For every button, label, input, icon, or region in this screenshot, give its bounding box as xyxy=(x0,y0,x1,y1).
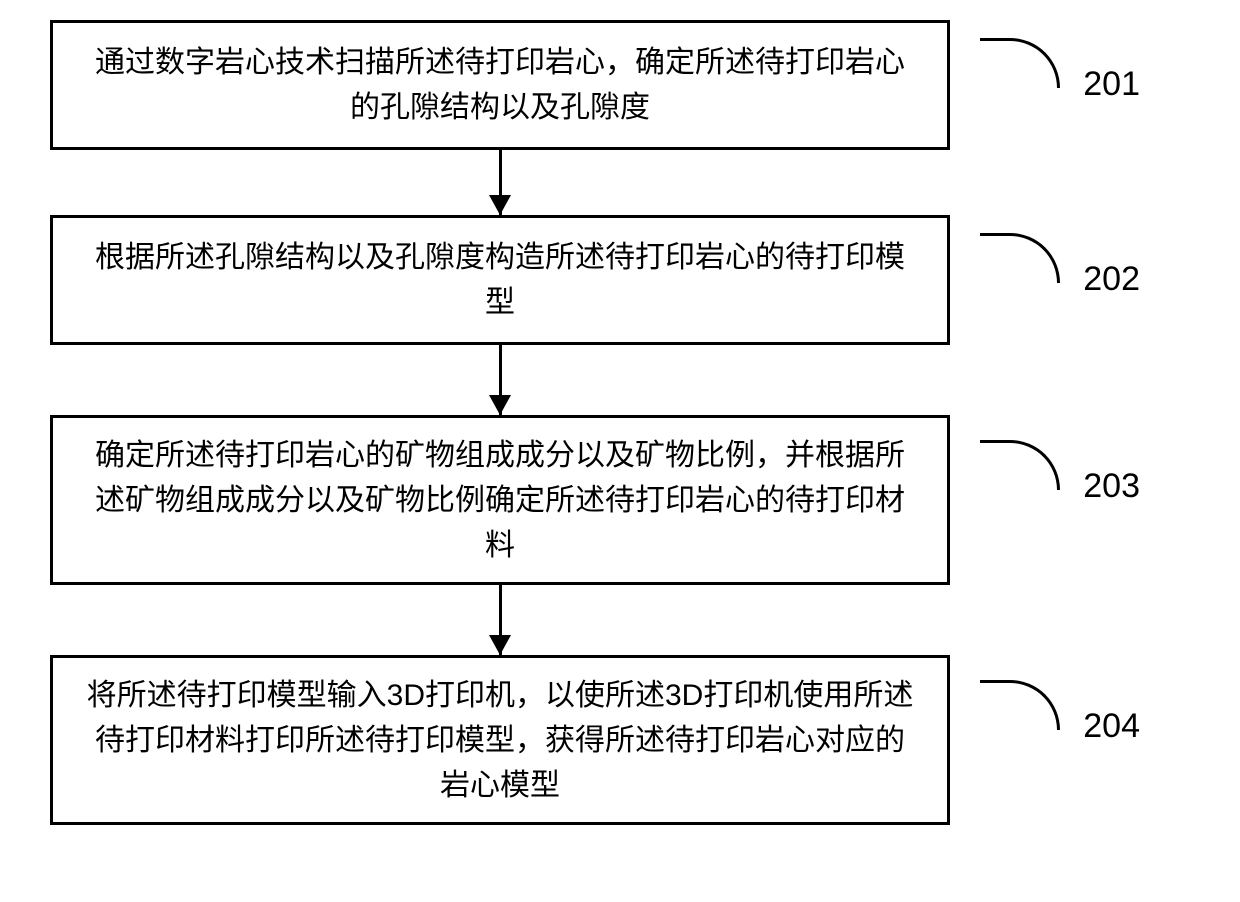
label-connector xyxy=(980,38,1060,88)
flow-node-label: 202 xyxy=(1083,260,1140,299)
flow-node-wrapper: 根据所述孔隙结构以及孔隙度构造所述待打印岩心的待打印模型 202 xyxy=(50,215,1190,345)
flow-node: 确定所述待打印岩心的矿物组成成分以及矿物比例，并根据所述矿物组成成分以及矿物比例… xyxy=(50,415,950,585)
flow-node-label: 204 xyxy=(1083,707,1140,746)
flow-node: 根据所述孔隙结构以及孔隙度构造所述待打印岩心的待打印模型 xyxy=(50,215,950,345)
flow-node-wrapper: 通过数字岩心技术扫描所述待打印岩心，确定所述待打印岩心的孔隙结构以及孔隙度 20… xyxy=(50,20,1190,150)
flow-node-text: 通过数字岩心技术扫描所述待打印岩心，确定所述待打印岩心的孔隙结构以及孔隙度 xyxy=(83,40,917,130)
flow-arrow xyxy=(50,585,950,655)
flow-node-label: 201 xyxy=(1083,65,1140,104)
label-connector xyxy=(980,440,1060,490)
arrow-head-icon xyxy=(489,395,511,415)
flow-node-text: 确定所述待打印岩心的矿物组成成分以及矿物比例，并根据所述矿物组成成分以及矿物比例… xyxy=(83,433,917,568)
flow-arrow xyxy=(50,345,950,415)
flow-node-wrapper: 将所述待打印模型输入3D打印机，以使所述3D打印机使用所述待打印材料打印所述待打… xyxy=(50,655,1190,825)
flowchart-container: 通过数字岩心技术扫描所述待打印岩心，确定所述待打印岩心的孔隙结构以及孔隙度 20… xyxy=(50,20,1190,825)
flow-node: 通过数字岩心技术扫描所述待打印岩心，确定所述待打印岩心的孔隙结构以及孔隙度 xyxy=(50,20,950,150)
arrow-head-icon xyxy=(489,195,511,215)
flow-node-text: 根据所述孔隙结构以及孔隙度构造所述待打印岩心的待打印模型 xyxy=(83,235,917,325)
arrow-head-icon xyxy=(489,635,511,655)
flow-node-wrapper: 确定所述待打印岩心的矿物组成成分以及矿物比例，并根据所述矿物组成成分以及矿物比例… xyxy=(50,415,1190,585)
flow-node: 将所述待打印模型输入3D打印机，以使所述3D打印机使用所述待打印材料打印所述待打… xyxy=(50,655,950,825)
flow-node-label: 203 xyxy=(1083,467,1140,506)
flow-arrow xyxy=(50,150,950,215)
label-connector xyxy=(980,233,1060,283)
flow-node-text: 将所述待打印模型输入3D打印机，以使所述3D打印机使用所述待打印材料打印所述待打… xyxy=(83,673,917,808)
label-connector xyxy=(980,680,1060,730)
